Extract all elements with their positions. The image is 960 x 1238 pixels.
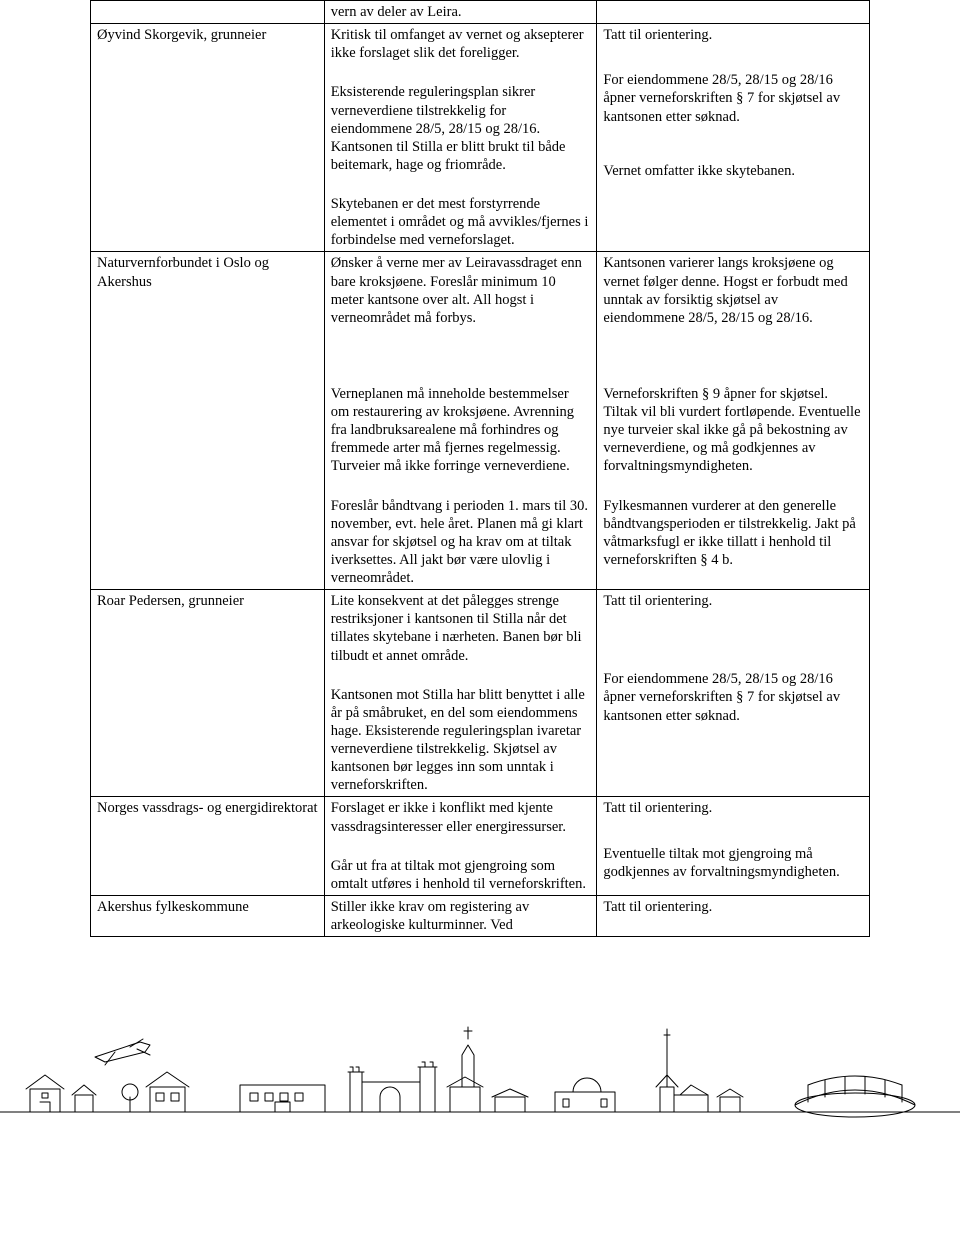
party-cell	[91, 1, 325, 24]
comment-cell: Lite konsekvent at det pålegges strenge …	[324, 590, 597, 797]
party-cell: Naturvernforbundet i Oslo og Akershus	[91, 252, 325, 590]
table-row: Naturvernforbundet i Oslo og Akershus Øns…	[91, 252, 870, 590]
table-row: Roar Pedersen, grunneier Lite konsekvent …	[91, 590, 870, 797]
response-paragraph: Tatt til orientering.	[603, 799, 863, 817]
table-body: vern av deler av Leira. Øyvind Skorgevik,…	[91, 1, 870, 937]
response-cell	[597, 1, 870, 24]
party-name: Øyvind Skorgevik, grunneier	[97, 26, 318, 44]
response-cell: Tatt til orientering.	[597, 895, 870, 936]
table-row: Øyvind Skorgevik, grunneier Kritisk til o…	[91, 24, 870, 252]
party-cell: Roar Pedersen, grunneier	[91, 590, 325, 797]
table-row: vern av deler av Leira.	[91, 1, 870, 24]
response-paragraph: Eventuelle tiltak mot gjengroing må godk…	[603, 845, 863, 881]
document-table: vern av deler av Leira. Øyvind Skorgevik,…	[90, 0, 870, 937]
table-row: Akershus fylkeskommune Stiller ikke krav …	[91, 895, 870, 936]
footer-skyline	[0, 1017, 960, 1137]
comment-cell: Ønsker å verne mer av Leiravassdraget en…	[324, 252, 597, 590]
response-cell: Tatt til orientering. For eiendommene 28/…	[597, 24, 870, 252]
response-paragraph: Tatt til orientering.	[603, 26, 863, 44]
comment-paragraph: Kritisk til omfanget av vernet og aksept…	[331, 26, 591, 62]
comment-paragraph: Går ut fra at tiltak mot gjengroing som …	[331, 857, 591, 893]
response-cell: Kantsonen varierer langs kroksjøene og v…	[597, 252, 870, 590]
party-name: Akershus fylkeskommune	[97, 898, 318, 916]
party-cell: Akershus fylkeskommune	[91, 895, 325, 936]
comment-paragraph: Eksisterende reguleringsplan sikrer vern…	[331, 83, 591, 174]
comment-cell: Stiller ikke krav om registering av arke…	[324, 895, 597, 936]
comment-cell: vern av deler av Leira.	[324, 1, 597, 24]
party-cell: Øyvind Skorgevik, grunneier	[91, 24, 325, 252]
comment-paragraph: Foreslår båndtvang i perioden 1. mars ti…	[331, 497, 591, 588]
response-paragraph: Kantsonen varierer langs kroksjøene og v…	[603, 254, 863, 327]
table-row: Norges vassdrags- og energidirektorat For…	[91, 797, 870, 896]
response-paragraph: Fylkesmannen vurderer at den generelle b…	[603, 497, 863, 570]
comment-paragraph: Forslaget er ikke i konflikt med kjente …	[331, 799, 591, 835]
comment-paragraph: Verneplanen må inneholde bestemmelser om…	[331, 385, 591, 476]
comment-paragraph: Kantsonen mot Stilla har blitt benyttet …	[331, 686, 591, 795]
party-cell: Norges vassdrags- og energidirektorat	[91, 797, 325, 896]
party-name: Naturvernforbundet i Oslo og Akershus	[97, 254, 318, 290]
response-paragraph: For eiendommene 28/5, 28/15 og 28/16 åpn…	[603, 71, 863, 125]
response-cell: Tatt til orientering. For eiendommene 28/…	[597, 590, 870, 797]
party-name: Norges vassdrags- og energidirektorat	[97, 799, 318, 817]
comment-cell: Forslaget er ikke i konflikt med kjente …	[324, 797, 597, 896]
comment-cell: Kritisk til omfanget av vernet og aksept…	[324, 24, 597, 252]
comment-paragraph: Skytebanen er det mest forstyrrende elem…	[331, 195, 591, 249]
response-paragraph: Vernet omfatter ikke skytebanen.	[603, 162, 863, 180]
response-paragraph: Tatt til orientering.	[603, 592, 863, 610]
comment-paragraph: Stiller ikke krav om registering av arke…	[331, 898, 591, 934]
comment-paragraph: vern av deler av Leira.	[331, 3, 591, 21]
comment-paragraph: Ønsker å verne mer av Leiravassdraget en…	[331, 254, 591, 327]
party-name: Roar Pedersen, grunneier	[97, 592, 318, 610]
response-paragraph: For eiendommene 28/5, 28/15 og 28/16 åpn…	[603, 670, 863, 724]
comment-paragraph: Lite konsekvent at det pålegges strenge …	[331, 592, 591, 665]
response-paragraph: Verneforskriften § 9 åpner for skjøtsel.…	[603, 385, 863, 476]
response-paragraph: Tatt til orientering.	[603, 898, 863, 916]
response-cell: Tatt til orientering. Eventuelle tiltak m…	[597, 797, 870, 896]
